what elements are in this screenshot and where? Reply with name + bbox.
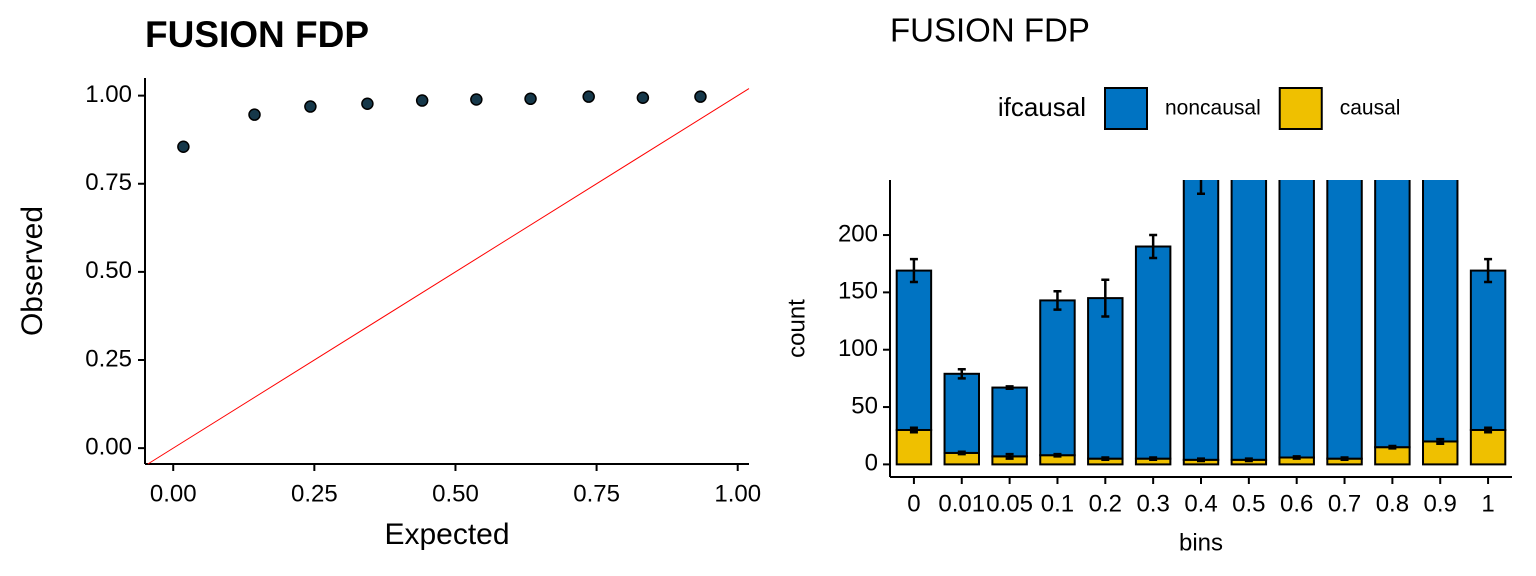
error-bar xyxy=(1005,452,1014,460)
chart-title: FUSION FDP xyxy=(890,12,1090,49)
x-tick-label: 0.50 xyxy=(432,480,479,507)
error-bar xyxy=(1005,385,1014,390)
bar-segment xyxy=(991,386,1028,458)
bar-segment xyxy=(1374,180,1411,449)
bar-segment xyxy=(1278,180,1315,459)
chart-title: FUSION FDP xyxy=(145,14,369,55)
point xyxy=(524,92,537,106)
error-bar xyxy=(1101,278,1110,318)
point xyxy=(361,97,374,110)
point xyxy=(582,90,595,103)
error-bar xyxy=(957,367,966,380)
x-tick-label: 0.05 xyxy=(986,490,1033,517)
x-tick-label: 0.1 xyxy=(1041,490,1074,517)
error-bar xyxy=(1436,437,1445,445)
bar-segment xyxy=(1134,245,1172,460)
error-bar xyxy=(1340,456,1349,462)
y-tick-label: 150 xyxy=(838,278,878,305)
x-tick-label: 0.6 xyxy=(1280,490,1313,517)
x-tick-label: 0.9 xyxy=(1424,490,1457,517)
point xyxy=(470,93,483,106)
point xyxy=(636,91,650,104)
error-bar xyxy=(1197,457,1205,463)
bar-segment xyxy=(1469,428,1507,466)
x-tick-label: 1.00 xyxy=(714,480,761,507)
y-tick-label: 0.75 xyxy=(85,169,132,196)
x-tick-label: 0.75 xyxy=(573,480,620,507)
bar-segment xyxy=(943,372,980,454)
y-tick-label: 0 xyxy=(865,450,878,477)
legend-key xyxy=(1104,87,1148,130)
error-bar xyxy=(909,426,918,434)
y-tick-label: 100 xyxy=(838,335,878,362)
x-axis-label: bins xyxy=(1179,529,1223,556)
legend-label: noncausal xyxy=(1165,97,1261,120)
error-bar xyxy=(909,257,918,284)
x-tick-label: 0.25 xyxy=(291,480,338,507)
error-bar xyxy=(1388,444,1397,450)
bar-segment xyxy=(1182,180,1220,461)
y-tick-label: 200 xyxy=(838,220,878,247)
bar-segment xyxy=(895,269,933,431)
x-axis-label: Expected xyxy=(384,518,509,551)
legend-key xyxy=(1278,87,1323,130)
x-tick-label: 0.8 xyxy=(1376,490,1409,517)
plot-area xyxy=(895,180,1507,466)
x-tick-label: 0.3 xyxy=(1136,490,1169,517)
bar-segment xyxy=(1469,269,1507,431)
y-axis-label: count xyxy=(783,299,810,358)
bar-segment xyxy=(1326,180,1363,460)
error-bar xyxy=(957,450,966,456)
error-bar xyxy=(1149,456,1158,462)
x-tick-label: 0.7 xyxy=(1328,490,1361,517)
bar-segment xyxy=(1039,299,1076,457)
y-tick-label: 0.25 xyxy=(85,345,132,372)
x-tick-label: 0.5 xyxy=(1232,490,1265,517)
y-tick-label: 50 xyxy=(851,392,878,419)
x-tick-label: 0 xyxy=(907,490,920,517)
error-bar xyxy=(1484,426,1493,434)
x-tick-label: 0.4 xyxy=(1184,490,1217,517)
bar-segment xyxy=(1374,446,1411,466)
error-bar xyxy=(1053,452,1062,458)
point xyxy=(694,90,707,103)
y-tick-label: 0.00 xyxy=(85,433,132,460)
bar-segment xyxy=(895,428,933,466)
error-bar xyxy=(1197,180,1205,196)
error-bar xyxy=(1149,233,1158,260)
y-axis-label: Observed xyxy=(16,206,49,336)
reference-line xyxy=(147,88,750,465)
x-tick-label: 0.2 xyxy=(1089,490,1122,517)
point xyxy=(415,94,429,107)
error-bar xyxy=(1053,289,1062,311)
error-bar xyxy=(1101,456,1110,462)
x-tick-label: 0.00 xyxy=(150,480,197,507)
point xyxy=(177,140,190,153)
point xyxy=(248,108,261,121)
y-tick-label: 1.00 xyxy=(85,81,132,108)
legend-label: causal xyxy=(1340,97,1401,120)
point xyxy=(304,100,317,113)
y-tick-label: 0.50 xyxy=(85,257,132,284)
x-tick-label: 0.01 xyxy=(938,490,985,517)
bar-segment xyxy=(1087,297,1124,460)
error-bar xyxy=(1484,257,1493,284)
x-tick-label: 1 xyxy=(1481,490,1494,517)
error-bar xyxy=(1292,455,1301,460)
bar-segment xyxy=(1422,180,1459,443)
legend-title: ifcausal xyxy=(998,92,1086,122)
bar-segment xyxy=(1230,180,1268,461)
error-bar xyxy=(1244,457,1253,463)
